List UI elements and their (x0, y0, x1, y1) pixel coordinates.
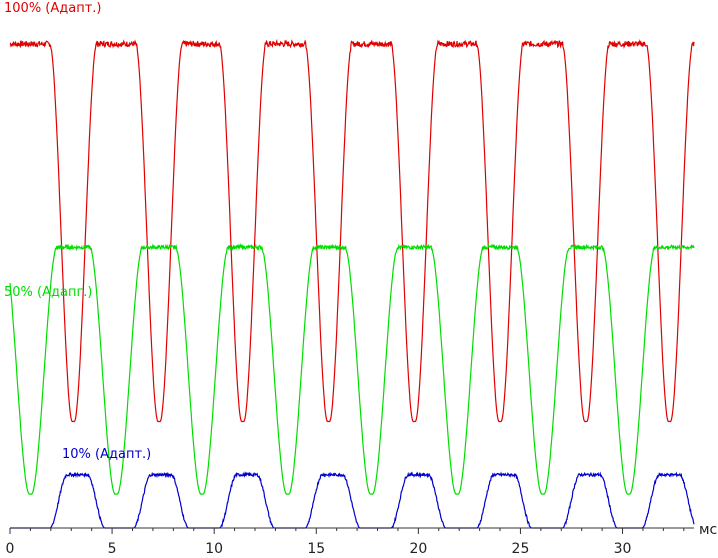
x-tick-label: 0 (6, 541, 15, 557)
series-label-100: 100% (Адапт.) (4, 1, 102, 16)
x-tick-label: 15 (307, 541, 325, 557)
x-tick-label: 10 (205, 541, 223, 557)
x-axis-ticks: 0 5 10 15 20 25 30 (6, 528, 685, 557)
series-label-10: 10% (Адапт.) (62, 447, 151, 462)
series-line-0 (9, 38, 695, 423)
series-line-1 (9, 242, 695, 495)
x-tick-label: 30 (614, 541, 632, 557)
x-axis-label: мс (699, 522, 717, 538)
x-tick-label: 5 (108, 541, 117, 557)
x-tick-label: 20 (409, 541, 427, 557)
series-line-2 (10, 471, 695, 529)
x-tick-label: 25 (512, 541, 530, 557)
series-label-50: 50% (Адапг.) (4, 285, 92, 300)
